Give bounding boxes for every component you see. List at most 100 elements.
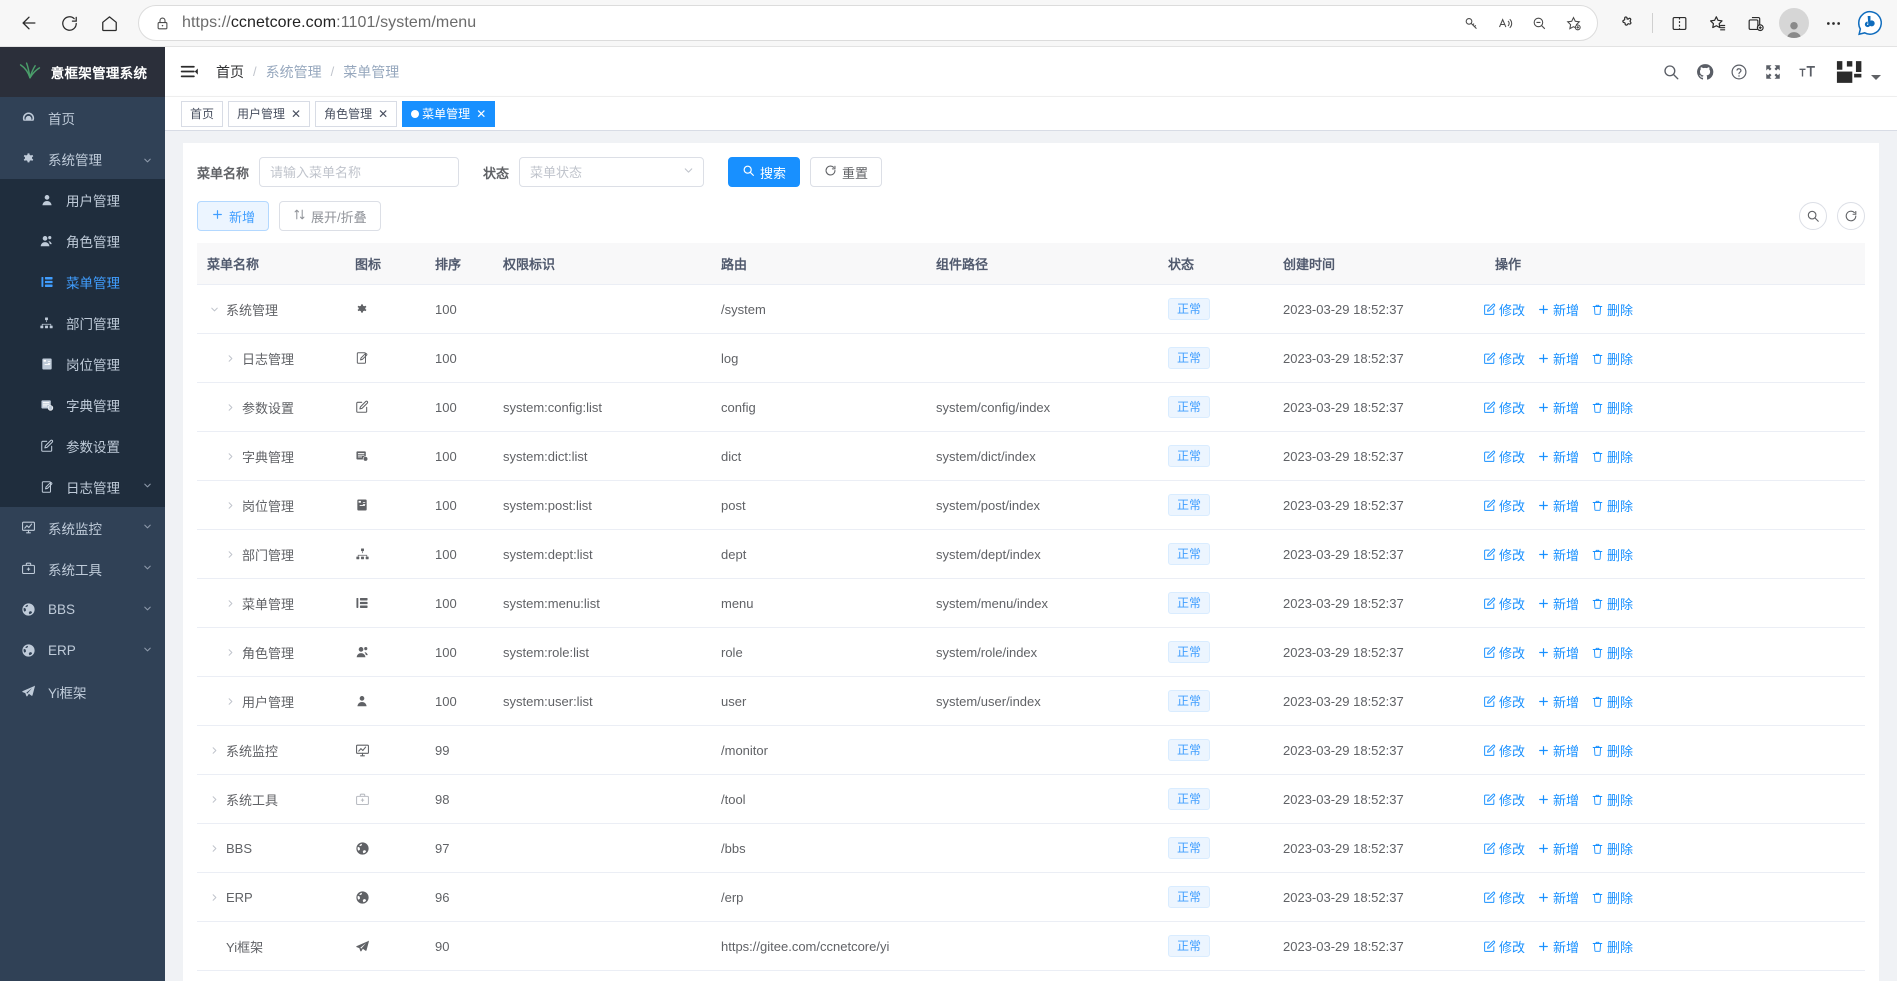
close-icon[interactable]: ✕ bbox=[291, 106, 302, 121]
menu-name-input[interactable] bbox=[259, 157, 460, 187]
tab-role-management[interactable]: 角色管理 ✕ bbox=[315, 100, 398, 127]
delete-link[interactable]: 删除 bbox=[1591, 594, 1633, 613]
table-row[interactable]: BBS 97/bbs 正常 2023-03-29 18:52:37 修改 新增 删除 bbox=[197, 823, 1865, 873]
table-row[interactable]: 用户管理 100 system:user:list user system/user/i… bbox=[197, 676, 1865, 726]
status-select-input[interactable] bbox=[519, 157, 705, 187]
edit-link[interactable]: 修改 bbox=[1483, 839, 1525, 858]
close-icon[interactable]: ✕ bbox=[476, 106, 487, 121]
sidebar-item-home[interactable]: 首页 bbox=[0, 97, 165, 138]
tab-user-management[interactable]: 用户管理 ✕ bbox=[228, 100, 311, 127]
copilot-icon[interactable] bbox=[1853, 6, 1887, 40]
chevron-right-icon[interactable] bbox=[223, 549, 237, 560]
user-avatar-menu[interactable] bbox=[1836, 60, 1881, 84]
table-search-icon[interactable] bbox=[1799, 202, 1827, 230]
delete-link[interactable]: 删除 bbox=[1591, 398, 1633, 417]
tab-menu-management[interactable]: 菜单管理 ✕ bbox=[402, 100, 496, 127]
add-link[interactable]: 新增 bbox=[1537, 594, 1579, 613]
edit-link[interactable]: 修改 bbox=[1483, 888, 1525, 907]
table-refresh-icon[interactable] bbox=[1837, 202, 1865, 230]
profile-avatar[interactable] bbox=[1779, 8, 1809, 38]
add-link[interactable]: 新增 bbox=[1537, 790, 1579, 809]
sidebar-item-post-management[interactable]: 岗位管理 bbox=[0, 343, 165, 384]
reload-button[interactable] bbox=[50, 4, 88, 42]
table-row[interactable]: 角色管理 100 system:role:list role system/role/i… bbox=[197, 627, 1865, 677]
table-row[interactable]: 部门管理 100 system:dept:list dept system/dept/i… bbox=[197, 529, 1865, 579]
favorites-icon[interactable] bbox=[1699, 5, 1735, 41]
chevron-right-icon[interactable] bbox=[207, 892, 221, 903]
add-favorite-icon[interactable] bbox=[1557, 7, 1589, 39]
sidebar-item-menu-management[interactable]: 菜单管理 bbox=[0, 261, 165, 302]
sidebar-item-config-settings[interactable]: 参数设置 bbox=[0, 425, 165, 466]
table-row[interactable]: 字典管理 100 system:dict:list dict system/dict/i… bbox=[197, 431, 1865, 481]
table-row[interactable]: 系统管理 100/system 正常 2023-03-29 18:52:37 修改 新增 删… bbox=[197, 284, 1865, 334]
zoom-out-icon[interactable] bbox=[1523, 7, 1555, 39]
add-link[interactable]: 新增 bbox=[1537, 545, 1579, 564]
edit-link[interactable]: 修改 bbox=[1483, 398, 1525, 417]
edit-link[interactable]: 修改 bbox=[1483, 496, 1525, 515]
delete-link[interactable]: 删除 bbox=[1591, 839, 1633, 858]
sidebar-item-user-management[interactable]: 用户管理 bbox=[0, 179, 165, 220]
delete-link[interactable]: 删除 bbox=[1591, 643, 1633, 662]
sidebar-item-role-management[interactable]: 角色管理 bbox=[0, 220, 165, 261]
edit-link[interactable]: 修改 bbox=[1483, 447, 1525, 466]
home-button[interactable] bbox=[90, 4, 128, 42]
search-button[interactable]: 搜索 bbox=[728, 157, 801, 187]
chevron-right-icon[interactable] bbox=[207, 794, 221, 805]
breadcrumb-item-home[interactable]: 首页 bbox=[216, 63, 244, 80]
chevron-right-icon[interactable] bbox=[207, 745, 221, 756]
edit-link[interactable]: 修改 bbox=[1483, 937, 1525, 956]
edit-link[interactable]: 修改 bbox=[1483, 594, 1525, 613]
sidebar-item-dept-management[interactable]: 部门管理 bbox=[0, 302, 165, 343]
delete-link[interactable]: 删除 bbox=[1591, 447, 1633, 466]
font-size-icon[interactable] bbox=[1798, 63, 1816, 81]
add-link[interactable]: 新增 bbox=[1537, 447, 1579, 466]
delete-link[interactable]: 删除 bbox=[1591, 496, 1633, 515]
tab-home[interactable]: 首页 bbox=[181, 100, 224, 127]
chevron-right-icon[interactable] bbox=[223, 353, 237, 364]
back-button[interactable] bbox=[10, 4, 48, 42]
add-link[interactable]: 新增 bbox=[1537, 300, 1579, 319]
sidebar-item-system-monitor[interactable]: 系统监控 bbox=[0, 507, 165, 548]
close-icon[interactable]: ✕ bbox=[378, 106, 389, 121]
delete-link[interactable]: 删除 bbox=[1591, 692, 1633, 711]
add-link[interactable]: 新增 bbox=[1537, 839, 1579, 858]
delete-link[interactable]: 删除 bbox=[1591, 790, 1633, 809]
edit-link[interactable]: 修改 bbox=[1483, 692, 1525, 711]
add-link[interactable]: 新增 bbox=[1537, 888, 1579, 907]
chevron-right-icon[interactable] bbox=[223, 647, 237, 658]
sidebar-logo[interactable]: 意框架管理系统 bbox=[0, 47, 165, 97]
status-select[interactable] bbox=[519, 157, 705, 187]
collections-icon[interactable] bbox=[1737, 5, 1773, 41]
table-row[interactable]: 菜单管理 100 system:menu:list menu system/menu/i… bbox=[197, 578, 1865, 628]
table-row[interactable]: 系统工具 98/tool 正常 2023-03-29 18:52:37 修改 新增 删除 bbox=[197, 774, 1865, 824]
chevron-right-icon[interactable] bbox=[223, 500, 237, 511]
delete-link[interactable]: 删除 bbox=[1591, 937, 1633, 956]
edit-link[interactable]: 修改 bbox=[1483, 545, 1525, 564]
table-row[interactable]: 参数设置 100 system:config:list config system/co… bbox=[197, 382, 1865, 432]
edit-link[interactable]: 修改 bbox=[1483, 741, 1525, 760]
add-link[interactable]: 新增 bbox=[1537, 692, 1579, 711]
split-screen-icon[interactable] bbox=[1661, 5, 1697, 41]
chevron-right-icon[interactable] bbox=[223, 598, 237, 609]
delete-link[interactable]: 删除 bbox=[1591, 349, 1633, 368]
hamburger-icon[interactable] bbox=[179, 61, 200, 82]
edit-link[interactable]: 修改 bbox=[1483, 790, 1525, 809]
question-circle-icon[interactable] bbox=[1730, 63, 1748, 81]
edit-link[interactable]: 修改 bbox=[1483, 300, 1525, 319]
table-row[interactable]: Yi框架 90 https://gitee.com/ccnetcore/yi 正常 20… bbox=[197, 921, 1865, 971]
delete-link[interactable]: 删除 bbox=[1591, 300, 1633, 319]
add-link[interactable]: 新增 bbox=[1537, 398, 1579, 417]
table-row[interactable]: 岗位管理 100 system:post:list post system/post/i… bbox=[197, 480, 1865, 530]
add-link[interactable]: 新增 bbox=[1537, 496, 1579, 515]
expand-collapse-button[interactable]: 展开/折叠 bbox=[279, 201, 381, 231]
sidebar-item-erp[interactable]: ERP bbox=[0, 630, 165, 671]
table-row[interactable]: 系统监控 99/monitor 正常 2023-03-29 18:52:37 修改 新增 删… bbox=[197, 725, 1865, 775]
search-icon[interactable] bbox=[1662, 63, 1680, 81]
sidebar-item-bbs[interactable]: BBS bbox=[0, 589, 165, 630]
sidebar-item-system-tools[interactable]: 系统工具 bbox=[0, 548, 165, 589]
add-link[interactable]: 新增 bbox=[1537, 741, 1579, 760]
address-bar[interactable]: https://ccnetcore.com:1101/system/menu bbox=[138, 5, 1598, 41]
sidebar-item-yi-framework[interactable]: Yi框架 bbox=[0, 671, 165, 712]
github-icon[interactable] bbox=[1696, 63, 1714, 81]
chevron-right-icon[interactable] bbox=[207, 843, 221, 854]
